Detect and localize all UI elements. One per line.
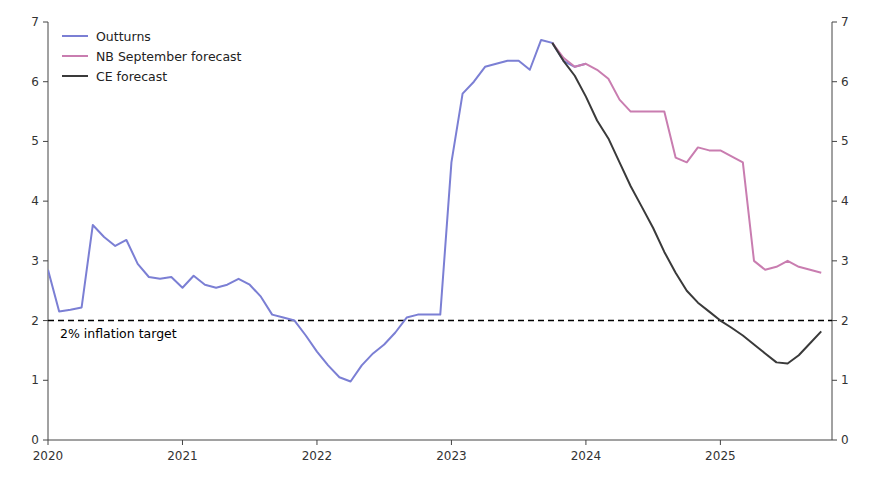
x-tick	[720, 440, 721, 445]
y-tick	[43, 260, 48, 261]
y2-tick-label: 4	[841, 194, 849, 208]
series-line	[48, 40, 586, 382]
y2-tick	[832, 440, 837, 441]
y-tick	[43, 81, 48, 82]
y2-tick-label: 5	[841, 134, 849, 148]
y2-tick	[832, 380, 837, 381]
y2-tick	[832, 81, 837, 82]
x-tick-label: 2025	[705, 449, 736, 463]
y-tick	[43, 440, 48, 441]
x-tick	[182, 440, 183, 445]
y2-tick-label: 0	[841, 433, 849, 447]
y2-tick	[832, 141, 837, 142]
y-tick	[43, 22, 48, 23]
legend-swatch	[62, 55, 88, 57]
legend-swatch	[62, 35, 88, 37]
plot-marks	[48, 40, 832, 382]
y2-axis-line	[832, 22, 833, 440]
y-tick	[43, 201, 48, 202]
y2-tick	[832, 201, 837, 202]
y-tick-label: 6	[31, 75, 39, 89]
y-tick	[43, 141, 48, 142]
y2-tick-label: 6	[841, 75, 849, 89]
x-tick-label: 2020	[33, 449, 64, 463]
x-tick-label: 2022	[302, 449, 333, 463]
y2-tick-label: 7	[841, 15, 849, 29]
y-tick-label: 7	[31, 15, 39, 29]
x-tick	[48, 440, 49, 445]
y2-tick-label: 3	[841, 254, 849, 268]
x-tick-label: 2024	[571, 449, 602, 463]
legend-label: CE forecast	[96, 69, 167, 84]
y2-tick-label: 1	[841, 373, 849, 387]
legend-label: NB September forecast	[96, 49, 242, 64]
y2-tick	[832, 320, 837, 321]
y-tick	[43, 380, 48, 381]
reference-label: 2% inflation target	[60, 326, 177, 341]
legend-label: Outturns	[96, 29, 151, 44]
x-tick	[585, 440, 586, 445]
legend-swatch	[62, 75, 88, 77]
x-tick	[316, 440, 317, 445]
axes: 2020 2021 2022 2023 2024 2025 0 1 2 3 4 5 6 7 0 1 2 3 4 5 6 7	[31, 15, 848, 463]
legend: Outturns NB September forecast CE forecast	[62, 29, 242, 84]
y2-tick	[832, 22, 837, 23]
y-tick-label: 1	[31, 373, 39, 387]
x-tick-label: 2023	[436, 449, 467, 463]
reference-line	[48, 320, 832, 322]
series-line	[552, 43, 821, 364]
y-tick-label: 5	[31, 134, 39, 148]
y-tick-label: 4	[31, 194, 39, 208]
x-tick	[451, 440, 452, 445]
y2-tick	[832, 260, 837, 261]
series-line	[552, 43, 821, 273]
x-tick-label: 2021	[167, 449, 198, 463]
y-tick-label: 2	[31, 314, 39, 328]
chart: 2020 2021 2022 2023 2024 2025 0 1 2 3 4 5 6 7 0 1 2 3 4 5 6 7…	[0, 0, 880, 480]
y-tick	[43, 320, 48, 321]
y2-tick-label: 2	[841, 314, 849, 328]
y-tick-label: 0	[31, 433, 39, 447]
x-axis-line	[48, 440, 832, 441]
y-axis-line	[48, 22, 49, 440]
y-tick-label: 3	[31, 254, 39, 268]
